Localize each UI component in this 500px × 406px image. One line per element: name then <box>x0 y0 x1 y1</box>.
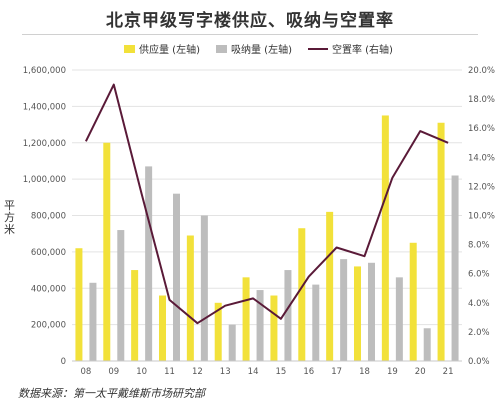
y-tick-label: 1,000,000 <box>23 175 66 185</box>
y-tick-label: 0 <box>61 357 66 367</box>
source-note: 数据来源：第一太平戴维斯市场研究部 <box>18 387 205 400</box>
y2-tick-label: 10.0% <box>468 212 495 222</box>
y-tick-label: 1,200,000 <box>23 139 66 149</box>
bar-supply <box>242 277 250 361</box>
bar-absorption <box>89 282 97 361</box>
y2-tick-label: 8.0% <box>468 241 490 251</box>
y2-tick-label: 12.0% <box>468 182 495 192</box>
x-tick-label: 17 <box>331 367 342 377</box>
legend-swatch-absorption <box>215 44 227 53</box>
bar-supply <box>186 235 194 361</box>
bar-supply <box>326 211 334 361</box>
x-tick-label: 11 <box>164 367 175 377</box>
bar-absorption <box>451 175 459 361</box>
y-tick-label: 200,000 <box>31 321 66 331</box>
y-tick-label: 800,000 <box>31 212 66 222</box>
legend-item-supply: 供应量 (左轴) <box>124 41 200 56</box>
bar-absorption <box>256 290 264 361</box>
x-tick-label: 08 <box>81 367 92 377</box>
bar-supply <box>159 295 166 361</box>
bar-absorption <box>368 262 375 361</box>
bar-supply <box>214 302 222 361</box>
x-tick-label: 18 <box>359 367 370 377</box>
y-tick-label: 1,600,000 <box>23 66 66 76</box>
bar-supply <box>437 122 445 362</box>
x-tick-label: 20 <box>415 367 426 377</box>
bar-supply <box>354 266 361 361</box>
bar-supply <box>103 142 111 361</box>
bar-supply <box>270 295 278 361</box>
y-tick-label: 600,000 <box>31 248 66 258</box>
bar-absorption <box>395 277 403 361</box>
y2-tick-label: 20.0% <box>468 66 495 76</box>
y2-tick-label: 16.0% <box>468 124 495 134</box>
title-divider <box>22 34 478 35</box>
bar-absorption <box>284 270 292 361</box>
line-vacancy <box>85 83 449 325</box>
chart-legend: 供应量 (左轴) 吸纳量 (左轴) 空置率 (右轴) <box>124 41 393 56</box>
x-tick-label: 13 <box>220 367 231 377</box>
bar-absorption <box>228 324 236 361</box>
x-tick-label: 15 <box>276 367 287 377</box>
y2-tick-label: 2.0% <box>468 328 490 338</box>
x-tick-label: 12 <box>192 367 203 377</box>
bar-absorption <box>200 215 208 361</box>
legend-swatch-vacancy <box>307 47 328 50</box>
bar-absorption <box>312 284 320 361</box>
bar-absorption <box>423 328 431 361</box>
bar-supply <box>409 242 417 361</box>
y2-tick-label: 18.0% <box>468 95 495 105</box>
bar-supply <box>75 248 83 361</box>
y2-tick-label: 6.0% <box>468 270 490 280</box>
legend-label-absorption: 吸纳量 (左轴) <box>230 45 292 56</box>
y2-tick-label: 14.0% <box>468 153 495 163</box>
bar-absorption <box>340 259 348 361</box>
x-tick-label: 10 <box>136 367 147 377</box>
bar-absorption <box>117 230 125 361</box>
bar-supply <box>131 270 139 361</box>
x-tick-label: 09 <box>108 367 119 377</box>
x-tick-label: 14 <box>248 367 259 377</box>
legend-label-vacancy: 空置率 (右轴) <box>331 45 393 56</box>
x-tick-label: 21 <box>443 367 454 377</box>
bar-supply <box>381 115 389 361</box>
bar-supply <box>298 228 306 361</box>
x-tick-label: 19 <box>387 367 398 377</box>
x-tick-label: 16 <box>303 367 314 377</box>
y2-tick-label: 4.0% <box>468 299 490 309</box>
y-tick-label: 400,000 <box>31 284 66 294</box>
y-axis-label: 平方米 <box>4 199 15 236</box>
bar-absorption <box>173 193 180 361</box>
y-tick-label: 1,400,000 <box>23 102 66 112</box>
chart-title: 北京甲级写字楼供应、吸纳与空置率 <box>106 11 394 31</box>
y2-tick-label: 0.0% <box>468 357 490 367</box>
legend-swatch-supply <box>124 44 135 53</box>
legend-item-absorption: 吸纳量 (左轴) <box>215 41 292 56</box>
legend-label-supply: 供应量 (左轴) <box>139 45 200 56</box>
bar-absorption <box>145 166 153 361</box>
legend-item-vacancy: 空置率 (右轴) <box>307 41 393 56</box>
